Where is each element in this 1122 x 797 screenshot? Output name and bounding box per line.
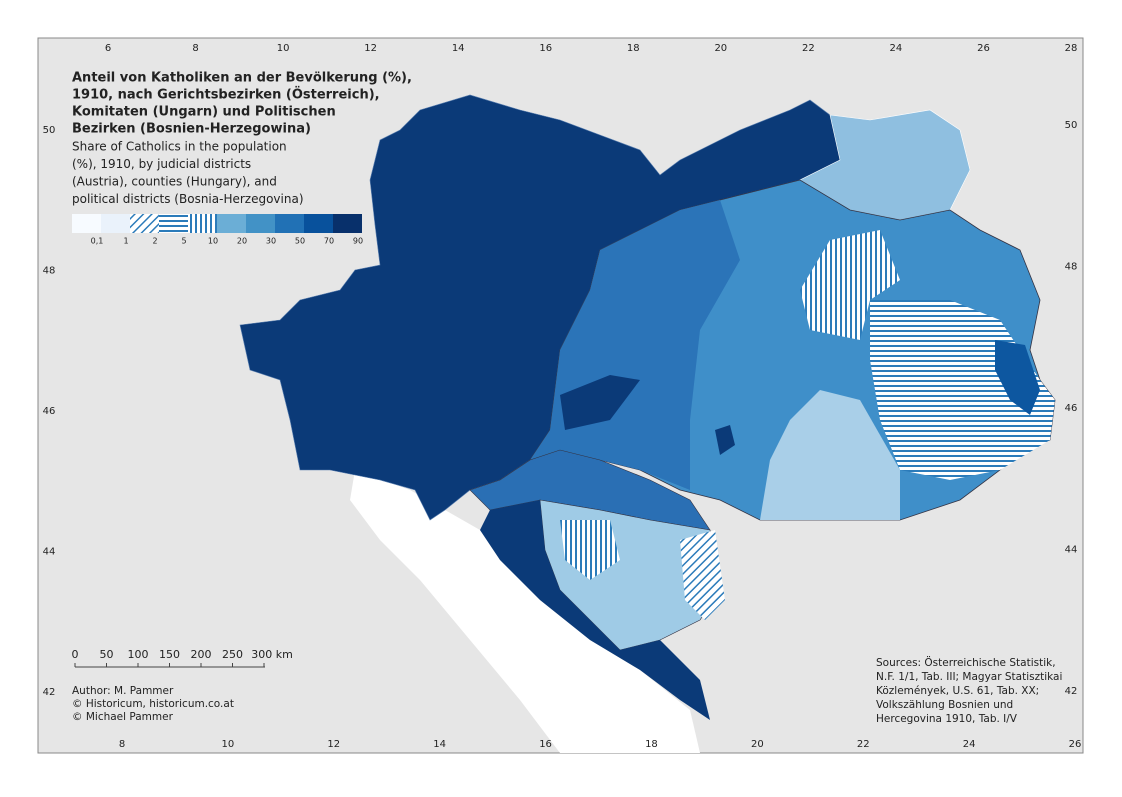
scale-label: 50 [100, 648, 114, 661]
top-tick-label: 6 [105, 43, 111, 54]
author-line: Author: M. Pammer [72, 685, 174, 697]
left-tick-label: 42 [43, 687, 56, 698]
scale-label: 100 [128, 648, 149, 661]
legend-label: 90 [353, 237, 363, 246]
left-tick-label: 46 [43, 406, 56, 417]
left-tick-label: 44 [43, 547, 56, 558]
legend-swatch [275, 214, 304, 233]
top-tick-label: 24 [890, 43, 903, 54]
top-tick-label: 12 [364, 43, 377, 54]
source-line: Hercegovina 1910, Tab. I/V [876, 713, 1018, 725]
subtitle-line: political districts (Bosnia-Herzegovina) [72, 192, 304, 206]
right-tick-label: 48 [1065, 262, 1078, 273]
bottom-tick-label: 20 [751, 739, 764, 750]
bottom-tick-label: 8 [119, 739, 125, 750]
author-line: © Michael Pammer [72, 711, 174, 723]
region-bosnia-north [560, 520, 620, 580]
left-tick-label: 50 [43, 125, 56, 136]
subtitle-line: (Austria), counties (Hungary), and [72, 175, 277, 189]
axis-ticks: 6 8 10 12 14 16 18 20 22 24 26 288 10 12 14 16 18 20 22 24 2… [43, 43, 1082, 750]
scale-label: 0 [72, 648, 79, 661]
bottom-tick-label: 22 [857, 739, 870, 750]
legend-swatch [304, 214, 333, 233]
region-banat [995, 340, 1040, 415]
scale-label: 150 [159, 648, 180, 661]
top-tick-label: 14 [452, 43, 465, 54]
region-bosnia-east [680, 530, 725, 620]
bottom-tick-label: 14 [433, 739, 446, 750]
bottom-tick-label: 10 [222, 739, 235, 750]
legend-label: 50 [295, 237, 305, 246]
scale-label: 250 [222, 648, 243, 661]
top-tick-label: 8 [192, 43, 198, 54]
author-line: © Historicum, historicum.co.at [72, 698, 234, 710]
subtitle-line: Share of Catholics in the population [72, 140, 287, 154]
legend-label: 20 [237, 237, 247, 246]
right-tick-label: 46 [1065, 403, 1078, 414]
bottom-tick-label: 26 [1069, 739, 1082, 750]
legend-swatch [101, 214, 130, 233]
right-tick-label: 50 [1065, 120, 1078, 131]
text-blocks: Anteil von Katholiken an der Bevölkerung… [72, 71, 1063, 726]
bottom-tick-label: 24 [963, 739, 976, 750]
top-tick-label: 22 [802, 43, 815, 54]
legend-swatch [130, 214, 159, 233]
title-line: 1910, nach Gerichtsbezirken (Österreich)… [72, 87, 380, 103]
top-tick-label: 16 [539, 43, 552, 54]
region-hungary-east [760, 390, 900, 520]
legend-label: 10 [208, 237, 218, 246]
source-line: Volkszählung Bosnien und [876, 699, 1013, 711]
legend-label: 2 [152, 237, 157, 246]
region-hungary-ne [800, 230, 900, 340]
scale-label: 200 [191, 648, 212, 661]
title-line: Komitaten (Ungarn) und Politischen [72, 105, 336, 120]
right-tick-label: 44 [1065, 545, 1078, 556]
top-tick-label: 18 [627, 43, 640, 54]
scale-label: 300 km [251, 648, 293, 661]
subtitle-line: (%), 1910, by judicial districts [72, 157, 251, 171]
source-line: N.F. 1/1, Tab. III; Magyar Statisztikai [876, 671, 1062, 683]
legend-label: 0,1 [91, 237, 104, 246]
source-line: Közlemények, U.S. 61, Tab. XX; [876, 685, 1039, 697]
top-tick-label: 26 [977, 43, 990, 54]
legend-label: 5 [181, 237, 186, 246]
source-line: Sources: Österreichische Statistik, [876, 656, 1056, 669]
legend-label: 30 [266, 237, 276, 246]
title-line: Bezirken (Bosnien-Herzegowina) [72, 122, 311, 137]
legend-label: 1 [123, 237, 128, 246]
bottom-tick-label: 18 [645, 739, 658, 750]
legend: 0,1 1 2 5 10 20 30 50 70 90 [72, 214, 363, 246]
region-slavonia-dark [560, 375, 640, 430]
bottom-tick-label: 16 [539, 739, 552, 750]
left-tick-label: 48 [43, 266, 56, 277]
top-tick-label: 28 [1065, 43, 1078, 54]
legend-swatch [217, 214, 246, 233]
right-tick-label: 42 [1065, 686, 1078, 697]
sea [350, 470, 700, 753]
region-dalmatia [480, 500, 710, 720]
bottom-tick-label: 12 [327, 739, 340, 750]
legend-label: 70 [324, 237, 334, 246]
legend-swatch [246, 214, 275, 233]
legend-swatch [333, 214, 362, 233]
title-line: Anteil von Katholiken an der Bevölkerung… [72, 71, 412, 86]
top-tick-label: 20 [714, 43, 727, 54]
top-tick-label: 10 [277, 43, 290, 54]
legend-swatch [188, 214, 217, 233]
region-dark-spot [715, 425, 735, 455]
legend-swatch [159, 214, 188, 233]
legend-swatch [72, 214, 101, 233]
